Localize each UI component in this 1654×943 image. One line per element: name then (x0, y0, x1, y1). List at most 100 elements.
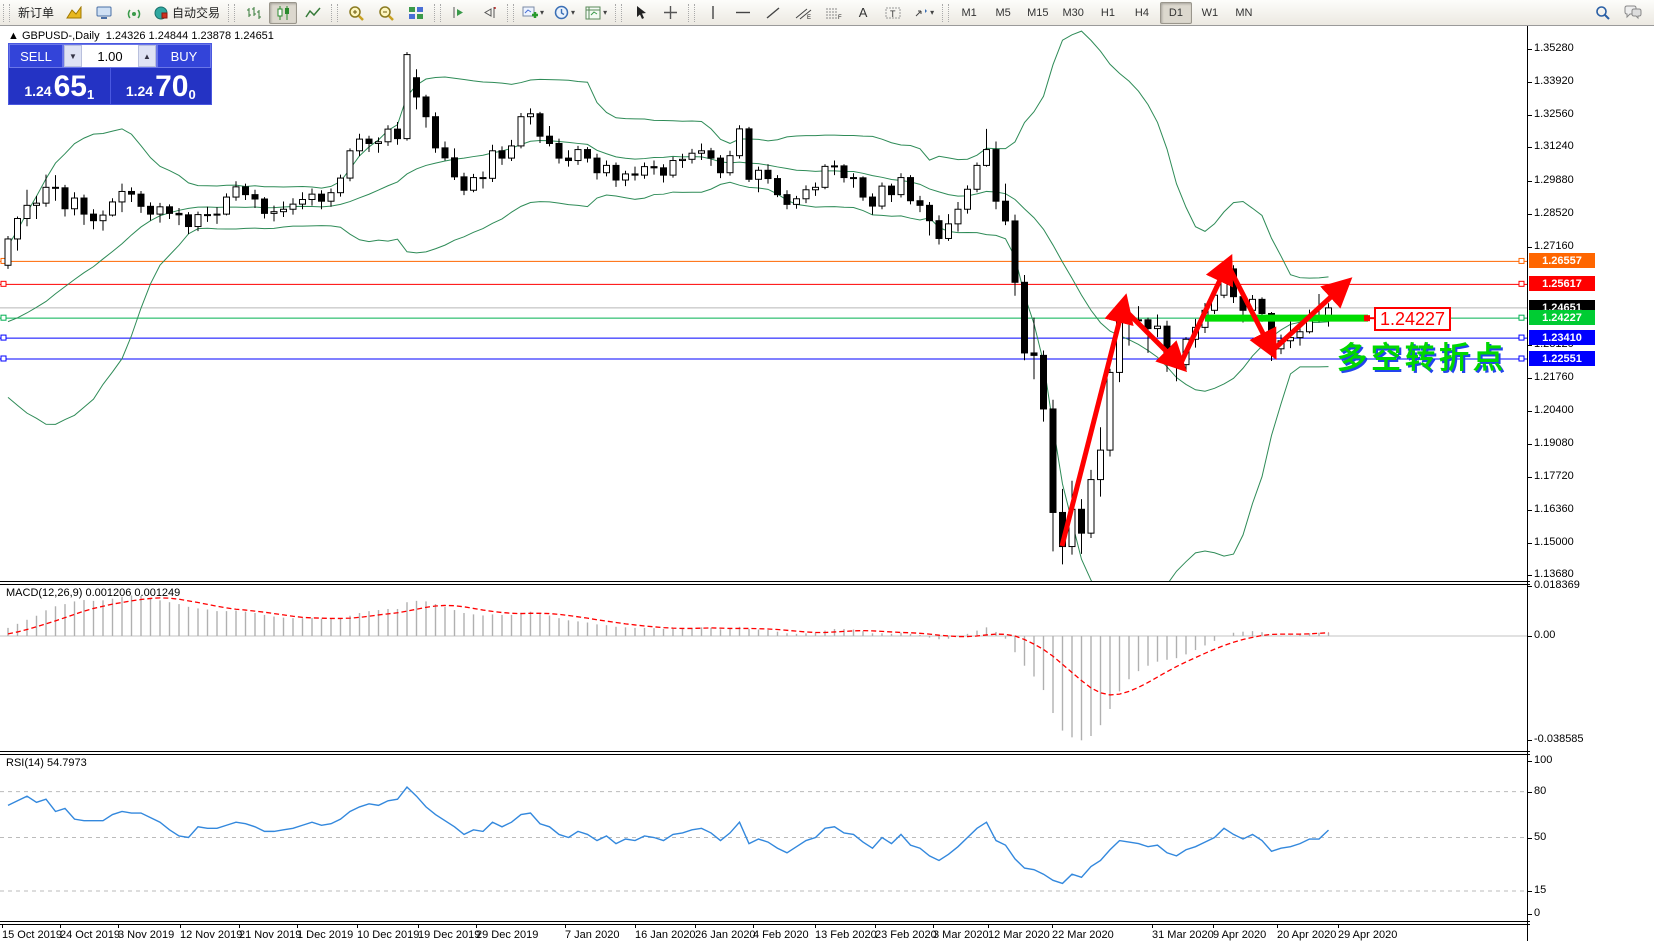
channel-icon[interactable]: E (789, 2, 817, 24)
turning-point-annotation[interactable]: 多空转折点 (1337, 342, 1507, 375)
pane-separator[interactable] (0, 751, 1530, 752)
trend-arrow[interactable] (1177, 253, 1234, 367)
line-handle[interactable] (1518, 257, 1525, 264)
label-icon[interactable]: T (879, 2, 907, 24)
candle-body (213, 213, 221, 216)
rsi-axis-label: 80 (1534, 785, 1547, 797)
line-handle[interactable] (1518, 280, 1525, 287)
hline-icon[interactable] (729, 2, 757, 24)
timeframe-m30-button[interactable]: M30 (1062, 6, 1084, 19)
trend-arrow[interactable] (1270, 277, 1353, 353)
indicators-add-icon[interactable]: ▾ (518, 2, 548, 24)
signal-icon[interactable] (120, 2, 148, 24)
timeframe-h1-button[interactable]: H1 (1100, 6, 1115, 19)
toolbar-grip[interactable] (615, 3, 623, 22)
toolbar-grip[interactable] (507, 3, 515, 22)
price-box-anchor[interactable] (1364, 315, 1370, 322)
chart-gold-icon[interactable] (60, 2, 88, 24)
pane-separator[interactable] (0, 921, 1530, 922)
terminal-icon[interactable] (90, 2, 118, 24)
templates-icon[interactable]: ▾ (581, 2, 611, 24)
rsi-indicator-pane[interactable] (0, 755, 1530, 920)
candle-body (61, 187, 69, 210)
bollinger-upper-band (7, 30, 1329, 279)
chart-header: ▲ GBPUSD-,Daily 1.24326 1.24844 1.23878 … (8, 30, 274, 42)
one-click-trading-panel: SELL ▼ 1.00 ▲ BUY 1.24 65 1 1.24 70 0 (8, 43, 212, 105)
zoom-in-icon[interactable] (342, 2, 370, 24)
chart-shift-icon[interactable] (475, 2, 503, 24)
arrows-icon[interactable]: ▾ (909, 2, 938, 24)
trend-arrow[interactable] (1122, 307, 1188, 373)
toolbar-grip[interactable] (3, 3, 10, 22)
line-handle[interactable] (0, 314, 7, 321)
tile-windows-icon[interactable] (402, 2, 430, 24)
candle-body (603, 164, 610, 174)
line-handle[interactable] (1518, 314, 1525, 321)
sell-button[interactable]: SELL (9, 44, 63, 68)
candle-body (489, 150, 496, 179)
axis-tick-mark (1527, 378, 1532, 379)
line-handle[interactable] (1518, 355, 1525, 362)
rsi-line (7, 785, 1329, 885)
candle-body (783, 194, 791, 205)
candle-body (536, 113, 544, 137)
price-tick-label: 1.20400 (1534, 404, 1574, 416)
new-order-button[interactable]: 新订单 (14, 2, 58, 24)
pane-separator[interactable] (0, 581, 1530, 582)
line-handle[interactable] (0, 280, 7, 287)
date-tick-label: 23 Feb 2020 (875, 929, 937, 941)
chat-icon[interactable] (1619, 2, 1647, 24)
toolbar-grip[interactable] (434, 3, 442, 22)
periods-icon[interactable]: ▾ (550, 2, 579, 24)
crosshair-icon[interactable] (656, 2, 684, 24)
trendline-icon[interactable] (759, 2, 787, 24)
trend-arrow[interactable] (1227, 267, 1277, 360)
line-handle[interactable] (1518, 334, 1525, 341)
macd-indicator-pane[interactable] (0, 585, 1530, 750)
axis-tick-mark (1527, 477, 1532, 478)
timeframe-m1-button[interactable]: M1 (961, 6, 977, 19)
line-handle[interactable] (0, 355, 7, 362)
cursor-icon[interactable] (626, 2, 654, 24)
buy-button[interactable]: BUY (157, 44, 211, 68)
line-handle[interactable] (0, 334, 7, 341)
zoom-out-icon[interactable] (372, 2, 400, 24)
volume-value[interactable]: 1.00 (97, 48, 123, 64)
vline-icon[interactable] (699, 2, 727, 24)
volume-increase-button[interactable]: ▲ (138, 45, 156, 67)
timeframe-w1-button[interactable]: W1 (1201, 6, 1219, 19)
timeframe-h4-button[interactable]: H4 (1134, 6, 1149, 19)
toolbar-grip[interactable] (228, 3, 236, 22)
bar-chart-icon[interactable] (239, 2, 267, 24)
axis-tick-mark (1527, 345, 1532, 346)
auto-scroll-icon[interactable] (445, 2, 473, 24)
candle-body (1258, 298, 1266, 314)
price-chart-pane[interactable] (0, 26, 1530, 581)
candle-body (327, 192, 335, 202)
symbol-collapse-icon[interactable]: ▲ (8, 30, 22, 42)
text-icon[interactable]: A (858, 5, 868, 20)
candlestick-icon[interactable] (269, 1, 298, 24)
fibonacci-icon[interactable]: F (819, 2, 847, 24)
date-axis[interactable]: 15 Oct 2019 24 Oct 2019 3 Nov 2019 12 Nov 2… (0, 925, 1530, 943)
candle-body (964, 188, 971, 210)
buy-price[interactable]: 1.24 70 0 (125, 70, 196, 103)
candle-body (356, 138, 363, 152)
timeframe-d1-button[interactable]: D1 (1159, 1, 1192, 24)
line-chart-icon[interactable] (299, 2, 327, 24)
timeframe-m5-button[interactable]: M5 (995, 6, 1011, 19)
toolbar-grip[interactable] (688, 3, 696, 22)
toolbar-grip[interactable] (331, 3, 339, 22)
volume-decrease-button[interactable]: ▼ (64, 45, 82, 67)
sell-price[interactable]: 1.24 65 1 (9, 68, 111, 104)
pane-separator (0, 584, 1530, 585)
toolbar-grip[interactable] (942, 3, 950, 22)
candle-body (612, 164, 620, 181)
autotrading-button[interactable]: 自动交易 (150, 2, 224, 24)
timeframe-mn-button[interactable]: MN (1235, 6, 1253, 19)
trend-arrow[interactable] (1059, 293, 1134, 547)
chart-window[interactable]: ▲ GBPUSD-,Daily 1.24326 1.24844 1.23878 … (0, 26, 1654, 943)
search-icon[interactable] (1589, 2, 1617, 24)
timeframe-m15-button[interactable]: M15 (1027, 6, 1049, 19)
price-annotation-box[interactable]: 1.24227 (1374, 307, 1452, 331)
